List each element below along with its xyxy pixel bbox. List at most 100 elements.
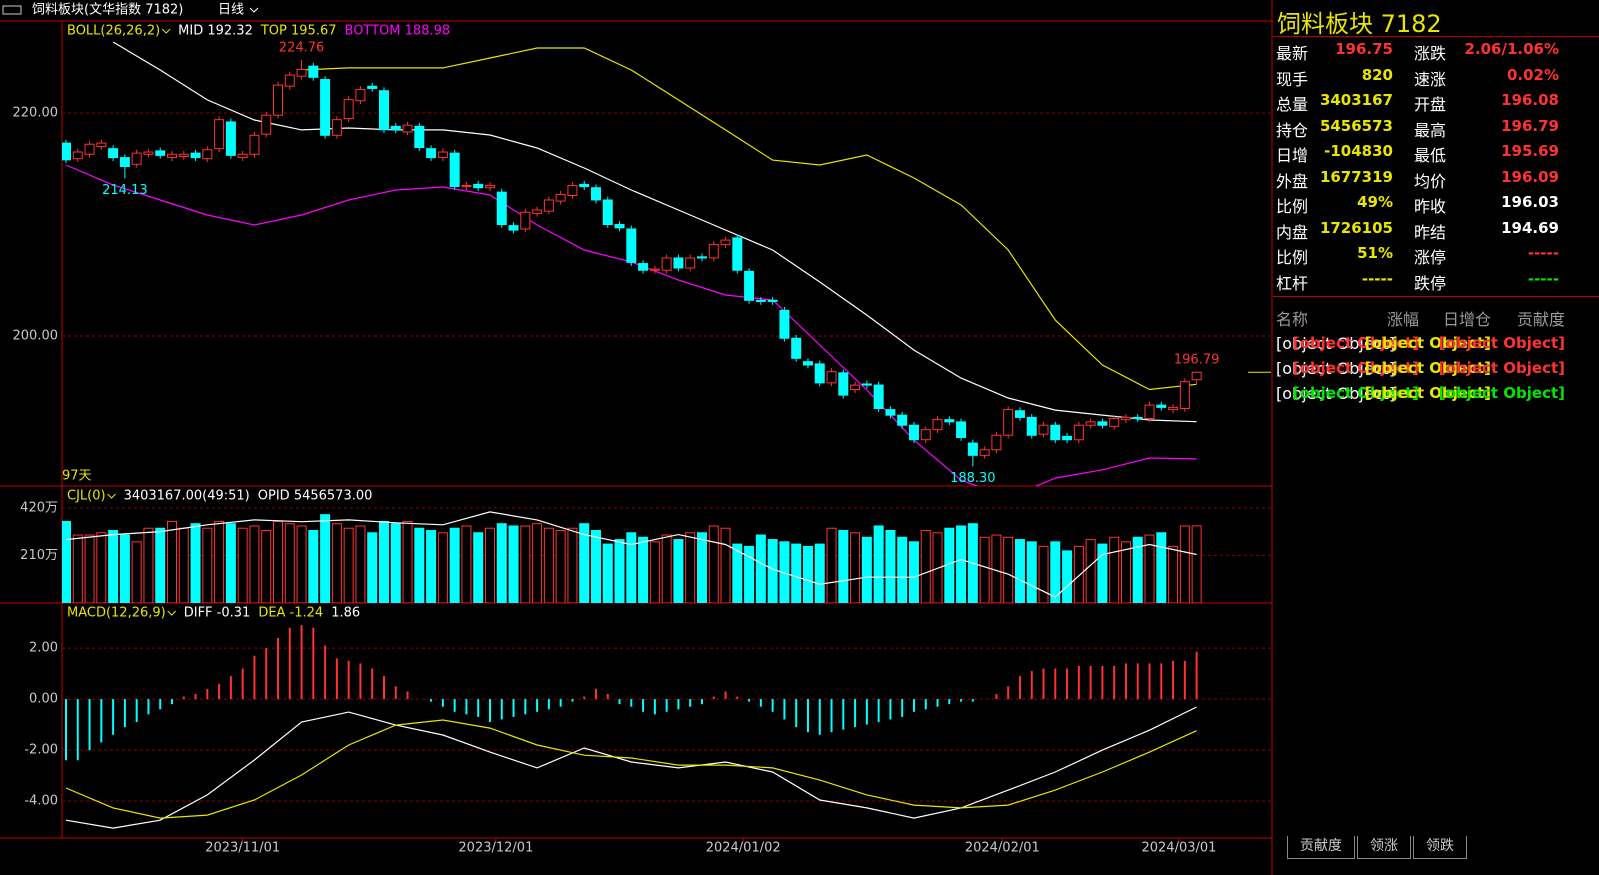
candle-body (225, 121, 236, 156)
period-chevron[interactable] (249, 7, 259, 13)
volume-bar (908, 541, 919, 603)
candle-body (355, 89, 366, 102)
candle-body (814, 363, 825, 384)
legend-entry: BOTTOM 188.98 (345, 24, 451, 39)
indicator-chevron[interactable] (167, 610, 177, 616)
volume-bar (708, 525, 719, 603)
period-selector[interactable]: 日线 (218, 3, 244, 18)
tab[interactable]: 贡献度 (1287, 836, 1355, 859)
candle-body (1120, 416, 1131, 421)
volume-bar (461, 525, 472, 603)
quote-value: 5456573 (1319, 116, 1393, 135)
candle-body (249, 134, 260, 155)
candle-body (473, 183, 484, 189)
quote-value: ----- (1361, 269, 1393, 288)
volume-bar (355, 525, 366, 603)
candle-body (1014, 410, 1025, 418)
window-title: 饲料板块(文华指数 7182) (32, 3, 183, 18)
candle-body (543, 199, 554, 212)
volume-bar (1073, 545, 1084, 603)
candle-body (567, 184, 578, 197)
volume-bar (838, 530, 849, 603)
divider (1273, 296, 1599, 297)
candle-body (178, 153, 189, 157)
volume-bar (1014, 539, 1025, 603)
volume-bar (767, 539, 778, 603)
quote-value: 196.08 (1501, 91, 1559, 109)
volume-bar (367, 532, 378, 603)
volume-bar (96, 532, 107, 603)
volume-bar (508, 525, 519, 603)
indicator-name[interactable]: MACD(12,26,9) (67, 606, 166, 621)
candle-body (802, 361, 813, 366)
candle-body (296, 69, 307, 77)
quote-panel: 饲料板块 7182 最新 196.75 涨跌 2.06/1.06% 现手 820 速涨 0.0… (1273, 0, 1599, 875)
volume-bar (744, 545, 755, 603)
component-cell: [object Object] (1276, 334, 1395, 353)
candle-body (755, 299, 766, 302)
volume-bar (1179, 525, 1190, 603)
volume-bar (449, 527, 460, 603)
volume-bar (543, 527, 554, 603)
candle-body (649, 268, 660, 271)
tab[interactable]: 领涨 (1357, 836, 1411, 859)
volume-bar (520, 525, 531, 603)
quote-value: 0.02% (1506, 65, 1559, 84)
candle-body (1073, 424, 1084, 441)
candle-body (638, 263, 649, 271)
volume-bar (979, 536, 990, 603)
component-cell: [object Object] (1364, 359, 1491, 377)
volume-bar (696, 532, 707, 603)
volume-bar (1085, 539, 1096, 603)
quote-value: 2.06/1.06% (1464, 40, 1559, 58)
volume-bar (249, 525, 260, 603)
volume-bar (1156, 532, 1167, 603)
y-tick-label: 220.00 (13, 105, 59, 120)
candle-body (661, 257, 672, 271)
volume-bar (202, 527, 213, 603)
candle-body (155, 150, 166, 156)
quote-value: 196.79 (1501, 116, 1559, 135)
candle-body (732, 237, 743, 271)
indicator-chevron[interactable] (161, 28, 171, 34)
legend-entry: DEA -1.24 (258, 606, 323, 621)
x-tick-label: 2024/02/01 (965, 841, 1040, 856)
volume-bar (414, 527, 425, 603)
candle-body (1109, 418, 1120, 427)
candle-body (190, 152, 201, 159)
volume-bar (590, 530, 601, 603)
candle-body (779, 309, 790, 339)
volume-bar (84, 534, 95, 603)
chart: 饲料板块(文华指数 7182) 日线 220.00 200.00 BOLL(26,2… (0, 0, 1273, 875)
candle-body (119, 157, 130, 168)
indicator-chevron[interactable] (107, 493, 116, 499)
volume-bar (143, 527, 154, 603)
candle-body (861, 383, 872, 386)
candle-body (932, 419, 943, 431)
volume-bar (296, 525, 307, 603)
candle-body (284, 74, 295, 87)
quote-value: -104830 (1324, 142, 1393, 160)
volume-bar (732, 543, 743, 603)
volume-bar (602, 543, 613, 603)
divider (1273, 36, 1599, 37)
volume-bar (1097, 543, 1108, 603)
indicator-name[interactable]: BOLL(26,26,2) (67, 24, 160, 39)
volume-bar (272, 520, 283, 603)
component-cell: [object Object] (1364, 334, 1491, 352)
tab[interactable]: 领跌 (1413, 836, 1467, 859)
volume-bar (861, 536, 872, 603)
volume-bar (390, 523, 401, 603)
volume-bar (1003, 536, 1014, 603)
component-cell: [object Object] (1364, 384, 1491, 402)
candle-body (96, 142, 107, 147)
candle-body (272, 84, 283, 116)
quote-label: 比例 (1276, 197, 1309, 216)
component-cell: [object Object] (1292, 359, 1419, 377)
volume-bar (378, 520, 389, 603)
candle-body (167, 153, 177, 159)
indicator-name[interactable]: CJL(0) (67, 489, 106, 504)
quote-value: 1677319 (1319, 167, 1393, 186)
component-cell: [object Object] (1276, 359, 1395, 378)
candle-body (873, 384, 884, 409)
